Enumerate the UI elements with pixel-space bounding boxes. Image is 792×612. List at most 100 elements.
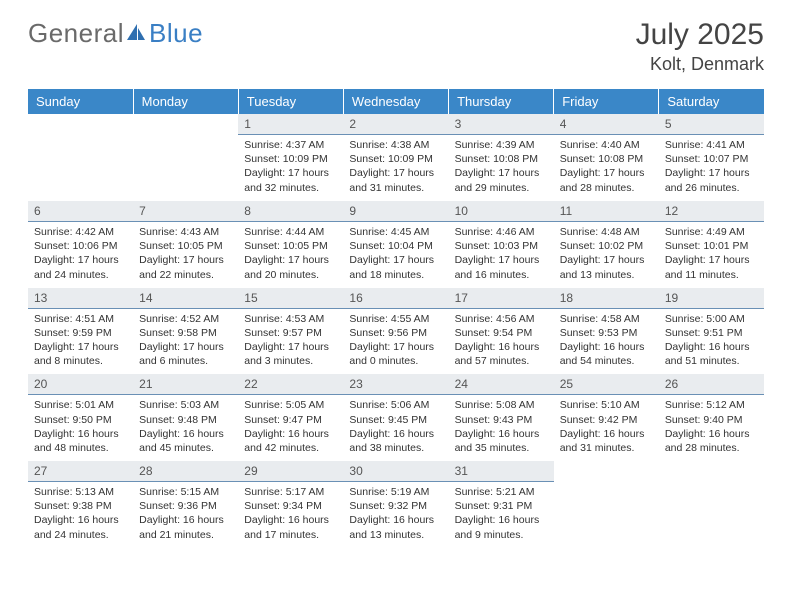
sunrise-text: Sunrise: 5:10 AM — [560, 398, 653, 412]
calendar-week: 6Sunrise: 4:42 AMSunset: 10:06 PMDayligh… — [28, 200, 764, 287]
sunset-text: Sunset: 10:09 PM — [349, 152, 442, 166]
calendar-cell: 16Sunrise: 4:55 AMSunset: 9:56 PMDayligh… — [343, 287, 448, 374]
day-number: 18 — [554, 288, 659, 309]
day-body: Sunrise: 5:06 AMSunset: 9:45 PMDaylight:… — [343, 395, 448, 459]
sunset-text: Sunset: 9:36 PM — [139, 499, 232, 513]
calendar-week: 13Sunrise: 4:51 AMSunset: 9:59 PMDayligh… — [28, 287, 764, 374]
calendar-cell: 12Sunrise: 4:49 AMSunset: 10:01 PMDaylig… — [659, 200, 764, 287]
day-number: 27 — [28, 461, 133, 482]
day-header: Friday — [554, 89, 659, 114]
logo-text-blue: Blue — [149, 18, 203, 49]
daylight-text: Daylight: 17 hours and 26 minutes. — [665, 166, 758, 194]
daylight-text: Daylight: 16 hours and 17 minutes. — [244, 513, 337, 541]
daylight-text: Daylight: 17 hours and 18 minutes. — [349, 253, 442, 281]
daylight-text: Daylight: 16 hours and 38 minutes. — [349, 427, 442, 455]
sunrise-text: Sunrise: 5:17 AM — [244, 485, 337, 499]
daylight-text: Daylight: 17 hours and 32 minutes. — [244, 166, 337, 194]
sunset-text: Sunset: 9:50 PM — [34, 413, 127, 427]
day-number: 11 — [554, 201, 659, 222]
calendar-cell: 21Sunrise: 5:03 AMSunset: 9:48 PMDayligh… — [133, 373, 238, 460]
sunrise-text: Sunrise: 4:56 AM — [455, 312, 548, 326]
calendar-cell: 8Sunrise: 4:44 AMSunset: 10:05 PMDayligh… — [238, 200, 343, 287]
day-body: Sunrise: 5:00 AMSunset: 9:51 PMDaylight:… — [659, 309, 764, 373]
sunrise-text: Sunrise: 4:43 AM — [139, 225, 232, 239]
calendar-cell: 20Sunrise: 5:01 AMSunset: 9:50 PMDayligh… — [28, 373, 133, 460]
day-body: Sunrise: 4:40 AMSunset: 10:08 PMDaylight… — [554, 135, 659, 199]
day-body: Sunrise: 4:41 AMSunset: 10:07 PMDaylight… — [659, 135, 764, 199]
calendar-cell: 17Sunrise: 4:56 AMSunset: 9:54 PMDayligh… — [449, 287, 554, 374]
day-number: 13 — [28, 288, 133, 309]
day-number: 4 — [554, 114, 659, 135]
sunrise-text: Sunrise: 4:51 AM — [34, 312, 127, 326]
day-number: 14 — [133, 288, 238, 309]
day-number: 12 — [659, 201, 764, 222]
sunset-text: Sunset: 10:05 PM — [139, 239, 232, 253]
calendar-week: 20Sunrise: 5:01 AMSunset: 9:50 PMDayligh… — [28, 373, 764, 460]
sunrise-text: Sunrise: 4:38 AM — [349, 138, 442, 152]
daylight-text: Daylight: 16 hours and 57 minutes. — [455, 340, 548, 368]
calendar-cell: 7Sunrise: 4:43 AMSunset: 10:05 PMDayligh… — [133, 200, 238, 287]
daylight-text: Daylight: 17 hours and 8 minutes. — [34, 340, 127, 368]
daylight-text: Daylight: 17 hours and 16 minutes. — [455, 253, 548, 281]
calendar-cell: 3Sunrise: 4:39 AMSunset: 10:08 PMDayligh… — [449, 114, 554, 200]
day-body: Sunrise: 4:38 AMSunset: 10:09 PMDaylight… — [343, 135, 448, 199]
calendar-week: 27 Sunrise: 5:13 AMSunset: 9:38 PM Dayligh… — [28, 460, 764, 547]
day-number: 7 — [133, 201, 238, 222]
day-body: Sunrise: 4:39 AMSunset: 10:08 PMDaylight… — [449, 135, 554, 199]
daylight-text: Daylight: 17 hours and 20 minutes. — [244, 253, 337, 281]
calendar-cell: 6Sunrise: 4:42 AMSunset: 10:06 PMDayligh… — [28, 200, 133, 287]
calendar-cell — [554, 460, 659, 547]
sunset-text: Sunset: 9:31 PM — [455, 499, 548, 513]
sunset-text: Sunset: 9:58 PM — [139, 326, 232, 340]
sunset-text: Sunset: 10:08 PM — [560, 152, 653, 166]
day-number: 16 — [343, 288, 448, 309]
daylight-text: Daylight: 17 hours and 0 minutes. — [349, 340, 442, 368]
sunset-text: Sunset: 10:06 PM — [34, 239, 127, 253]
daylight-text: Daylight: 16 hours and 31 minutes. — [560, 427, 653, 455]
day-number: 2 — [343, 114, 448, 135]
day-header: Thursday — [449, 89, 554, 114]
sunrise-text: Sunrise: 4:45 AM — [349, 225, 442, 239]
day-body: Sunrise: 5:01 AMSunset: 9:50 PMDaylight:… — [28, 395, 133, 459]
sunset-text: Sunset: 9:54 PM — [455, 326, 548, 340]
sunrise-text: Sunrise: 5:05 AM — [244, 398, 337, 412]
logo: General Blue — [28, 18, 203, 49]
location: Kolt, Denmark — [636, 54, 764, 75]
sunset-text: Sunset: 9:32 PM — [349, 499, 442, 513]
day-number: 10 — [449, 201, 554, 222]
title-block: July 2025 Kolt, Denmark — [636, 18, 764, 75]
day-body: Sunrise: 5:15 AMSunset: 9:36 PMDaylight:… — [133, 482, 238, 546]
daylight-text: Daylight: 16 hours and 45 minutes. — [139, 427, 232, 455]
day-number: 8 — [238, 201, 343, 222]
day-number: 25 — [554, 374, 659, 395]
sunset-text: Sunset: 9:38 PM — [34, 499, 127, 513]
day-header: Saturday — [659, 89, 764, 114]
day-number: 31 — [449, 461, 554, 482]
sunrise-text: Sunrise: 4:49 AM — [665, 225, 758, 239]
daylight-text: Daylight: 17 hours and 29 minutes. — [455, 166, 548, 194]
sunset-text: Sunset: 9:47 PM — [244, 413, 337, 427]
day-number: 29 — [238, 461, 343, 482]
daylight-text: Daylight: 16 hours and 42 minutes. — [244, 427, 337, 455]
calendar-cell: 10Sunrise: 4:46 AMSunset: 10:03 PMDaylig… — [449, 200, 554, 287]
day-number: 15 — [238, 288, 343, 309]
sunrise-text: Sunrise: 5:13 AM — [34, 485, 127, 499]
day-body: Sunrise: 5:12 AMSunset: 9:40 PMDaylight:… — [659, 395, 764, 459]
sunrise-text: Sunrise: 5:19 AM — [349, 485, 442, 499]
calendar-cell: 14Sunrise: 4:52 AMSunset: 9:58 PMDayligh… — [133, 287, 238, 374]
sunset-text: Sunset: 9:34 PM — [244, 499, 337, 513]
sunrise-text: Sunrise: 4:37 AM — [244, 138, 337, 152]
daylight-text: Daylight: 16 hours and 28 minutes. — [665, 427, 758, 455]
calendar-cell: 5Sunrise: 4:41 AMSunset: 10:07 PMDayligh… — [659, 114, 764, 200]
day-body: Sunrise: 4:37 AMSunset: 10:09 PMDaylight… — [238, 135, 343, 199]
sunset-text: Sunset: 10:05 PM — [244, 239, 337, 253]
calendar-cell: 29 Sunrise: 5:17 AMSunset: 9:34 PMDayligh… — [238, 460, 343, 547]
sunrise-text: Sunrise: 4:46 AM — [455, 225, 548, 239]
day-body: Sunrise: 5:21 AMSunset: 9:31 PMDaylight:… — [449, 482, 554, 546]
day-header: Tuesday — [238, 89, 343, 114]
day-header: Sunday — [28, 89, 133, 114]
sunset-text: Sunset: 9:59 PM — [34, 326, 127, 340]
calendar-table: SundayMondayTuesdayWednesdayThursdayFrid… — [28, 89, 764, 548]
calendar-cell: 23Sunrise: 5:06 AMSunset: 9:45 PMDayligh… — [343, 373, 448, 460]
calendar-cell: 4Sunrise: 4:40 AMSunset: 10:08 PMDayligh… — [554, 114, 659, 200]
